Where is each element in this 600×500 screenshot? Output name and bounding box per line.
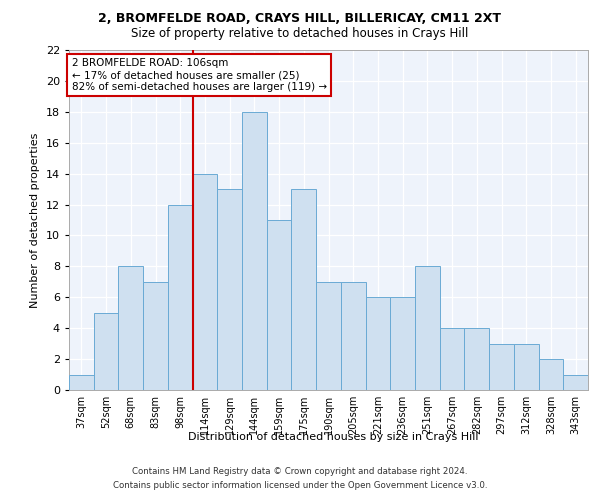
Bar xyxy=(94,312,118,390)
Bar xyxy=(464,328,489,390)
Bar xyxy=(563,374,588,390)
Bar xyxy=(390,298,415,390)
Bar xyxy=(168,204,193,390)
Text: Distribution of detached houses by size in Crays Hill: Distribution of detached houses by size … xyxy=(188,432,478,442)
Bar xyxy=(489,344,514,390)
Bar xyxy=(316,282,341,390)
Bar xyxy=(440,328,464,390)
Bar xyxy=(217,189,242,390)
Y-axis label: Number of detached properties: Number of detached properties xyxy=(30,132,40,308)
Text: Size of property relative to detached houses in Crays Hill: Size of property relative to detached ho… xyxy=(131,28,469,40)
Bar xyxy=(341,282,365,390)
Bar xyxy=(143,282,168,390)
Bar xyxy=(415,266,440,390)
Bar xyxy=(267,220,292,390)
Bar xyxy=(69,374,94,390)
Bar xyxy=(242,112,267,390)
Bar xyxy=(193,174,217,390)
Text: Contains public sector information licensed under the Open Government Licence v3: Contains public sector information licen… xyxy=(113,481,487,490)
Bar xyxy=(118,266,143,390)
Text: 2 BROMFELDE ROAD: 106sqm
← 17% of detached houses are smaller (25)
82% of semi-d: 2 BROMFELDE ROAD: 106sqm ← 17% of detach… xyxy=(71,58,327,92)
Bar xyxy=(539,359,563,390)
Text: 2, BROMFELDE ROAD, CRAYS HILL, BILLERICAY, CM11 2XT: 2, BROMFELDE ROAD, CRAYS HILL, BILLERICA… xyxy=(98,12,502,26)
Bar xyxy=(292,189,316,390)
Bar xyxy=(514,344,539,390)
Bar xyxy=(365,298,390,390)
Text: Contains HM Land Registry data © Crown copyright and database right 2024.: Contains HM Land Registry data © Crown c… xyxy=(132,468,468,476)
